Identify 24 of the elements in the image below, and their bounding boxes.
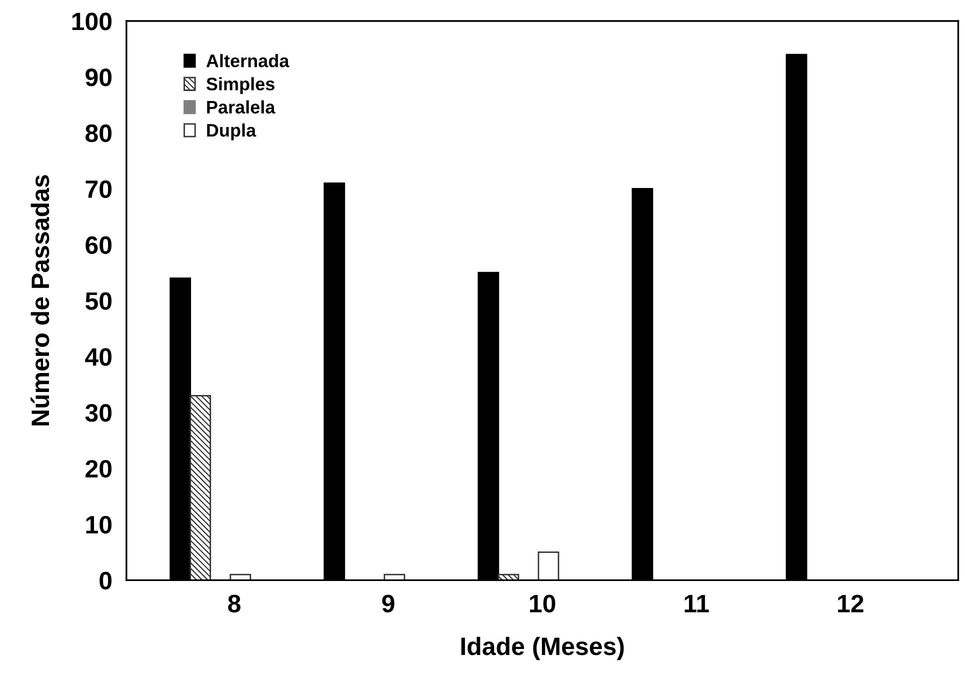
y-tick-label: 60: [86, 236, 112, 254]
y-tick-label: 70: [86, 180, 112, 198]
x-tick-label: 12: [838, 594, 864, 612]
x-tick-label: 9: [382, 594, 394, 612]
legend-label: Alternada: [206, 54, 290, 68]
bar: [190, 394, 212, 580]
y-tick-label: 30: [85, 404, 112, 422]
legend-label: Simples: [206, 77, 274, 94]
x-tick-label: 10: [530, 594, 556, 612]
y-tick-label: 90: [86, 68, 112, 86]
y-axis-title: Número de Passadas: [30, 175, 50, 426]
x-axis-title: Idade (Meses): [461, 636, 624, 660]
y-tick-label: 10: [86, 516, 112, 534]
y-tick-label: 20: [86, 460, 112, 478]
legend-label: Paralela: [207, 100, 276, 114]
y-tick-label: 0: [100, 572, 112, 590]
legend-label: Dupla: [207, 123, 256, 140]
y-tick-label: 50: [85, 292, 112, 310]
x-tick-label: 8: [228, 594, 240, 612]
bar: [538, 552, 560, 580]
x-tick-label: 11: [684, 594, 709, 612]
y-tick-label: 100: [72, 12, 112, 30]
y-tick-label: 40: [85, 348, 112, 366]
y-tick-label: 80: [86, 124, 112, 142]
